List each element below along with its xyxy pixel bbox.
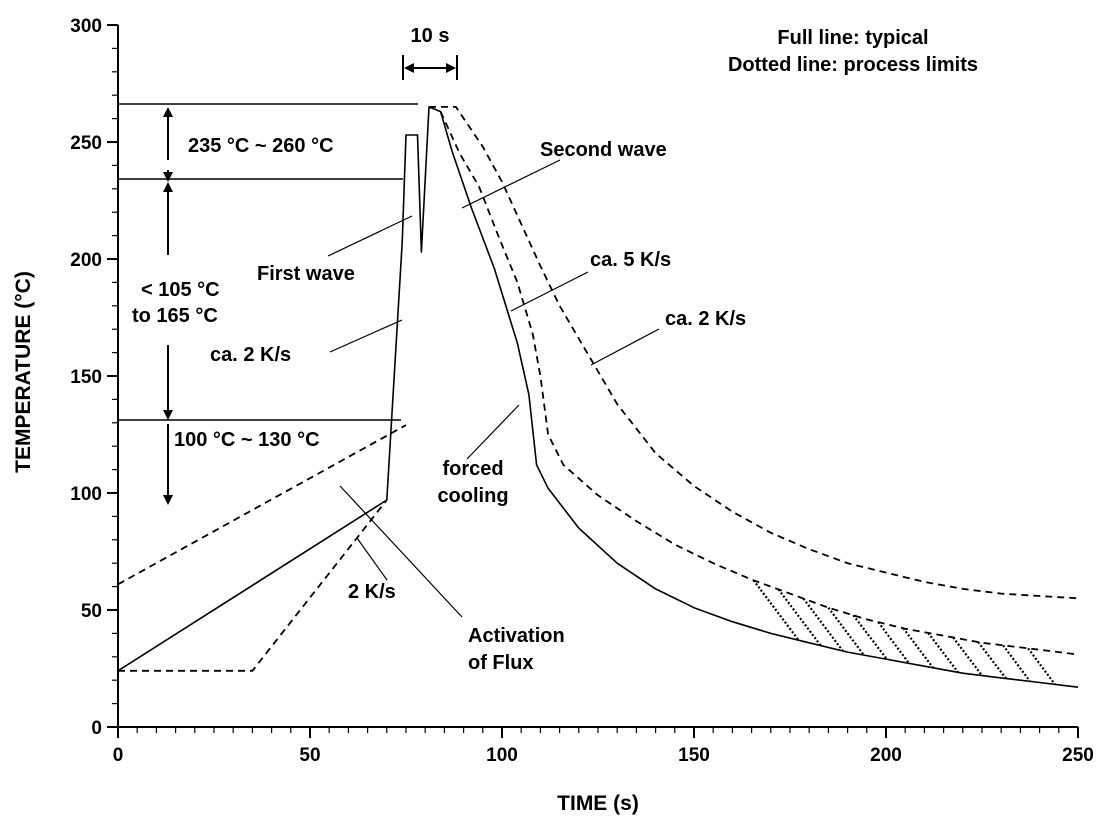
x-tick-label: 100 <box>486 745 518 766</box>
hatch-mark <box>927 632 959 673</box>
annotation-forced: forced <box>442 458 503 480</box>
annotation-100-130: 100 °C ~ 130 °C <box>174 429 320 451</box>
leader-activation <box>339 485 463 618</box>
x-axis-title: TIME (s) <box>557 792 639 815</box>
y-tick-label: 250 <box>70 133 102 154</box>
leader-ca2-right <box>590 328 660 366</box>
annotation-lt105: < 105 °C <box>141 279 220 301</box>
series-line-5-dashed <box>439 111 1079 656</box>
annotation-first-wave: First wave <box>257 263 355 285</box>
y-tick-label: 50 <box>81 601 102 622</box>
leader-first-wave <box>327 215 413 257</box>
y-tick-label: 200 <box>70 250 102 271</box>
annotation-10s: 10 s <box>411 25 450 47</box>
hatch-mark <box>902 627 934 669</box>
annotation-of-flux: of Flux <box>468 652 534 674</box>
annotation-activation: Activation <box>468 625 565 647</box>
annotation-second-wave: Second wave <box>540 139 667 161</box>
leader-ca5 <box>510 271 589 312</box>
annotation-cooling: cooling <box>437 485 508 507</box>
y-tick-label: 150 <box>70 367 102 388</box>
x-tick-label: 250 <box>1062 745 1094 766</box>
hatch-mark <box>877 621 910 665</box>
y-tick-label: 300 <box>70 16 102 37</box>
x-tick-label: 150 <box>678 745 710 766</box>
leader-forced-cooling <box>466 404 520 460</box>
hatch-mark <box>752 579 800 641</box>
y-axis-title: TEMPERATURE (°C) <box>12 271 35 473</box>
annotation-235-260: 235 °C ~ 260 °C <box>188 135 334 157</box>
hatch-mark <box>1002 644 1031 683</box>
hatching <box>752 579 1056 686</box>
hatch-mark <box>977 641 1007 680</box>
annotation-2ks: 2 K/s <box>348 581 396 603</box>
x-tick-label: 50 <box>299 745 320 766</box>
annotation-ca2-left: ca. 2 K/s <box>210 344 291 366</box>
ticks: 0 50 100 150 200 250 0 50 100 150 200 250 300 <box>70 16 1094 766</box>
hatch-mark <box>827 607 865 656</box>
hatch-mark <box>1027 647 1056 686</box>
y-tick-label: 0 <box>91 718 102 739</box>
series-line-1-solid <box>117 106 1079 688</box>
series <box>117 106 1079 688</box>
labels: TIME (s) TEMPERATURE (°C) Full line: typ… <box>12 25 978 815</box>
legend-line-typical: Full line: typical <box>777 27 928 49</box>
x-tick-label: 200 <box>870 745 902 766</box>
legend-line-limits: Dotted line: process limits <box>728 54 978 76</box>
leader-second-wave <box>461 159 561 209</box>
series-line-4-dashed <box>429 106 1079 600</box>
leader-2ks <box>356 537 388 581</box>
y-tick-label: 100 <box>70 484 102 505</box>
series-line-3-dashed <box>118 499 388 672</box>
annotation-to165: to 165 °C <box>132 305 218 327</box>
x-tick-label: 0 <box>113 745 124 766</box>
annotation-ca5: ca. 5 K/s <box>590 249 671 271</box>
hatch-mark <box>852 614 888 660</box>
series-line-2-dashed <box>117 424 407 586</box>
annotation-ca2-right: ca. 2 K/s <box>665 308 746 330</box>
axes <box>117 25 1078 728</box>
hatch-mark <box>802 597 844 652</box>
leader-ca2-left <box>329 319 403 353</box>
